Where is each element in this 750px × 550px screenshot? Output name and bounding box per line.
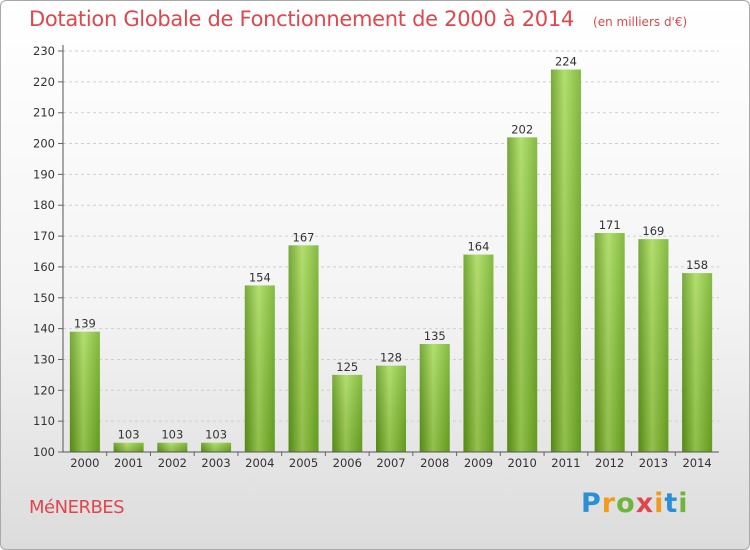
bar-shade-2005 [288, 245, 319, 452]
x-axis: 2000 2001 2002 2003 2004 2005 2006 2007 2008 2009… [70, 452, 712, 470]
bar-shade-2002 [157, 442, 188, 452]
bars: 139 103 103 103 154 167 125 128 135 164 202 224 171 1… [69, 55, 713, 452]
data-label-2005: 167 [293, 230, 315, 244]
x-tick-label: 2014 [682, 456, 711, 470]
logo-letter: P [581, 488, 602, 519]
bar-shade-2000 [69, 331, 100, 452]
logo-letter: o [616, 488, 636, 519]
data-label-2011: 224 [555, 55, 577, 69]
logo-letter: t [664, 488, 679, 519]
data-label-2014: 158 [686, 258, 708, 272]
data-label-2007: 128 [380, 351, 402, 365]
logo-letter: i [654, 488, 665, 519]
bar-shade-2008 [419, 344, 450, 452]
logo-letter: r [601, 488, 617, 519]
y-tick-label: 150 [33, 291, 55, 305]
bar-shade-2009 [463, 254, 494, 452]
x-tick-label: 2006 [333, 456, 362, 470]
bar-shade-2007 [376, 365, 406, 452]
x-tick-label: 2010 [508, 456, 537, 470]
proxiti-logo: Proxiti [581, 488, 689, 519]
data-label-2004: 154 [249, 270, 271, 284]
commune-name: MéNERBES [29, 497, 125, 518]
x-tick-label: 2004 [245, 456, 274, 470]
x-tick-label: 2001 [114, 456, 143, 470]
x-tick-label: 2013 [639, 456, 668, 470]
y-tick-label: 200 [33, 137, 55, 151]
x-tick-label: 2008 [420, 456, 449, 470]
y-tick-label: 140 [33, 322, 55, 336]
bar-shade-2001 [113, 442, 144, 452]
x-tick-label: 2002 [158, 456, 187, 470]
data-label-2008: 135 [424, 329, 446, 343]
data-label-2002: 103 [161, 428, 183, 442]
logo-letter: x [635, 488, 655, 519]
y-tick-label: 180 [33, 198, 55, 212]
data-label-2001: 103 [118, 428, 140, 442]
axes [62, 45, 719, 453]
x-tick-label: 2005 [289, 456, 318, 470]
y-tick-label: 220 [33, 75, 55, 89]
bar-shade-2012 [594, 232, 625, 452]
bar-shade-2006 [332, 374, 363, 452]
y-tick-label: 190 [33, 167, 55, 181]
title-row: Dotation Globale de Fonctionnement de 20… [29, 7, 687, 31]
bar-shade-2010 [507, 137, 538, 452]
data-label-2013: 169 [642, 224, 664, 238]
x-tick-label: 2003 [201, 456, 230, 470]
x-tick-label: 2000 [70, 456, 99, 470]
y-tick-label: 160 [33, 260, 55, 274]
chart-title: Dotation Globale de Fonctionnement de 20… [29, 7, 574, 31]
data-label-2000: 139 [74, 317, 96, 331]
bar-shade-2011 [550, 69, 581, 452]
data-label-2006: 125 [336, 360, 358, 374]
chart-subtitle: (en milliers d'€) [593, 15, 688, 29]
y-tick-label: 120 [33, 383, 55, 397]
bar-shade-2013 [638, 239, 669, 452]
data-label-2010: 202 [511, 122, 533, 136]
logo-letter: i [678, 488, 689, 519]
y-tick-label: 110 [33, 414, 55, 428]
x-tick-label: 2009 [464, 456, 493, 470]
x-tick-label: 2012 [595, 456, 624, 470]
y-axis: 100 110 120 130 140 150 160 170 180 190 200 210 220 2… [33, 44, 63, 459]
y-tick-label: 130 [33, 352, 55, 366]
data-label-2003: 103 [205, 428, 227, 442]
data-label-2009: 164 [467, 240, 489, 254]
x-tick-label: 2011 [551, 456, 580, 470]
bar-shade-2014 [682, 273, 713, 452]
x-tick-label: 2007 [376, 456, 405, 470]
bar-shade-2003 [201, 442, 232, 452]
bar-shade-2004 [244, 285, 275, 452]
y-tick-label: 100 [33, 445, 55, 459]
y-tick-label: 210 [33, 106, 55, 120]
data-label-2012: 171 [599, 218, 621, 232]
y-tick-label: 230 [33, 44, 55, 58]
y-tick-label: 170 [33, 229, 55, 243]
